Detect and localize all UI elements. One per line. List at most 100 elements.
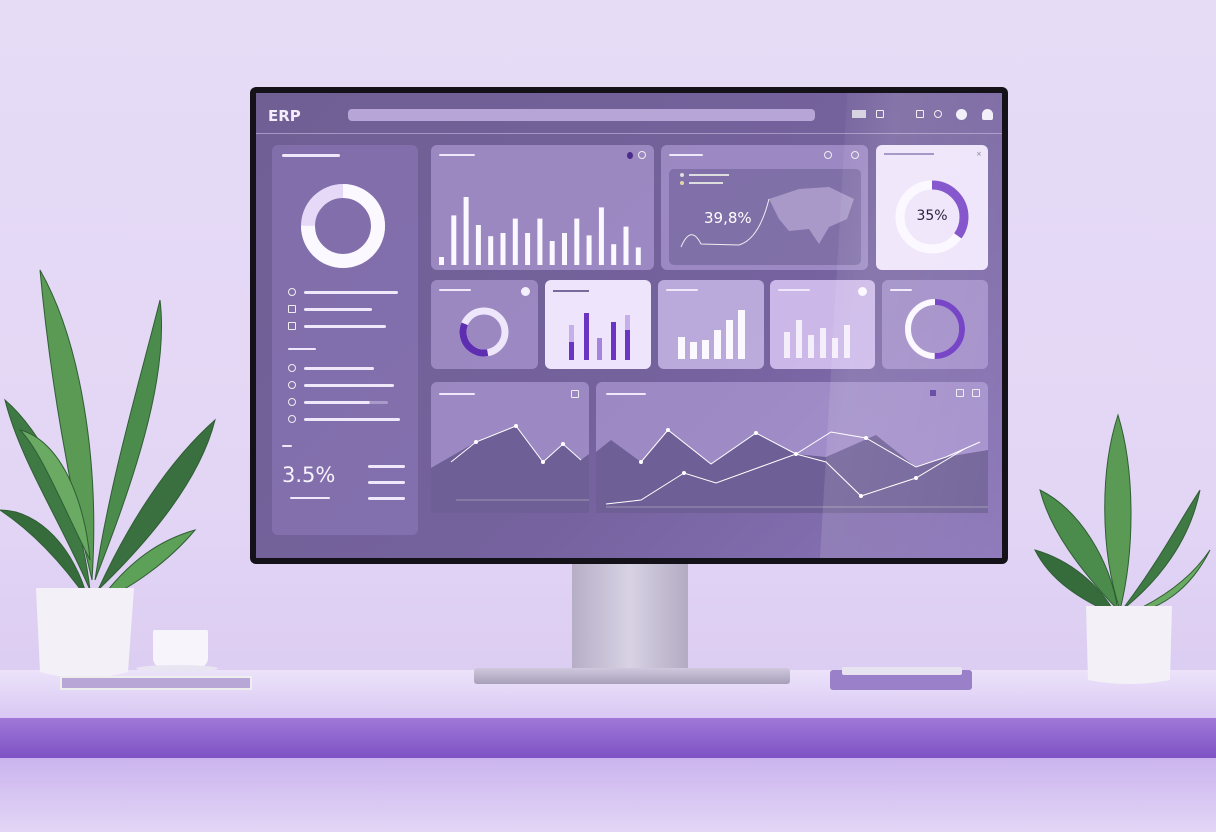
saucer bbox=[136, 665, 218, 672]
world-map-shape bbox=[769, 187, 854, 244]
bar bbox=[574, 218, 580, 265]
bar bbox=[512, 218, 518, 265]
bar bbox=[537, 218, 543, 265]
world-map-line-chart bbox=[680, 173, 854, 248]
chat-icon[interactable] bbox=[956, 389, 964, 397]
grouped-bar-chart bbox=[784, 320, 850, 358]
card-title bbox=[553, 290, 589, 292]
bar bbox=[635, 247, 641, 265]
lock-icon[interactable] bbox=[288, 381, 296, 389]
legend-icon[interactable] bbox=[930, 390, 936, 396]
trend-line bbox=[680, 198, 770, 248]
bar-chart-card bbox=[431, 145, 654, 270]
mini-donut-card bbox=[431, 280, 538, 369]
home-icon[interactable] bbox=[288, 288, 296, 296]
header-divider bbox=[256, 133, 1002, 134]
close-icon[interactable]: × bbox=[976, 150, 982, 158]
map-card: 39,8% bbox=[661, 145, 868, 270]
info-icon[interactable] bbox=[858, 287, 867, 296]
bar bbox=[598, 207, 604, 265]
kpi-value: 3.5% bbox=[282, 463, 336, 487]
bar bbox=[475, 225, 481, 265]
map-panel: 39,8% bbox=[669, 169, 861, 265]
monitor-stand-neck bbox=[572, 563, 688, 670]
bar bbox=[611, 244, 617, 265]
download-icon[interactable] bbox=[972, 389, 980, 397]
search-input[interactable] bbox=[348, 109, 815, 121]
area-chart-large bbox=[596, 428, 988, 513]
share-icon[interactable] bbox=[916, 110, 924, 118]
nav-item[interactable] bbox=[304, 291, 398, 294]
pot-right bbox=[1086, 606, 1172, 684]
stacked-bar-card bbox=[545, 280, 651, 369]
map-card-value: 39,8% bbox=[704, 209, 752, 227]
nav-section-heading bbox=[288, 348, 316, 350]
clock-icon[interactable] bbox=[288, 398, 296, 406]
bar bbox=[500, 233, 506, 265]
white-bar-card bbox=[658, 280, 764, 369]
bar-chart-small bbox=[678, 310, 745, 359]
sidebar-donut-segment bbox=[301, 184, 385, 268]
kpi-bar bbox=[368, 465, 405, 468]
bar bbox=[549, 241, 555, 265]
area-chart-small bbox=[431, 424, 589, 513]
stacked-bar-chart bbox=[569, 313, 630, 360]
monitor-stand-base bbox=[474, 668, 790, 684]
book bbox=[60, 676, 252, 690]
bar-chart bbox=[439, 197, 641, 265]
settings-icon[interactable] bbox=[638, 151, 646, 159]
document-icon[interactable] bbox=[288, 305, 296, 313]
notification-icon[interactable] bbox=[956, 109, 967, 120]
ring-chart bbox=[905, 299, 965, 359]
info-icon[interactable] bbox=[521, 287, 530, 296]
percentage-donut-card: × 35% bbox=[876, 145, 988, 270]
pot-left bbox=[36, 588, 134, 678]
card-title bbox=[666, 289, 698, 291]
bar bbox=[463, 197, 469, 265]
donut-chart bbox=[895, 180, 969, 254]
nav-item[interactable] bbox=[304, 308, 372, 311]
filter-icon[interactable] bbox=[934, 110, 942, 118]
plant-right bbox=[1034, 413, 1211, 684]
grouped-bar-card bbox=[770, 280, 875, 369]
kpi-bar bbox=[368, 481, 405, 484]
nav-item[interactable] bbox=[304, 418, 400, 421]
bar bbox=[451, 215, 457, 265]
bar bbox=[439, 257, 444, 265]
area-chart-card-large bbox=[596, 382, 988, 513]
bar bbox=[525, 233, 531, 265]
card-title bbox=[669, 154, 703, 156]
expand-icon[interactable] bbox=[851, 151, 859, 159]
user-avatar-icon[interactable] bbox=[982, 109, 993, 120]
bar bbox=[586, 235, 592, 265]
bar bbox=[562, 233, 567, 265]
nav-item[interactable] bbox=[304, 384, 394, 387]
nav-item[interactable] bbox=[304, 401, 388, 404]
plant-left bbox=[0, 269, 216, 678]
lock-icon[interactable] bbox=[571, 390, 579, 398]
area-chart-card-small bbox=[431, 382, 589, 513]
sidebar-donut bbox=[301, 184, 385, 268]
user-name-label bbox=[852, 110, 866, 118]
mini-donut bbox=[459, 307, 509, 357]
tablet-device bbox=[830, 670, 972, 690]
card-title bbox=[439, 289, 471, 291]
card-title bbox=[439, 154, 475, 156]
app-title: ERP bbox=[268, 107, 301, 125]
erp-dashboard-screen: ERP 3.5% bbox=[256, 93, 1002, 558]
refresh-icon[interactable] bbox=[824, 151, 832, 159]
kpi-label bbox=[282, 445, 292, 447]
book-icon[interactable] bbox=[288, 322, 296, 330]
shelf-under bbox=[0, 758, 1216, 832]
card-title bbox=[606, 393, 646, 395]
bar bbox=[623, 226, 629, 265]
sidebar-title bbox=[282, 154, 340, 157]
sidebar-panel: 3.5% bbox=[272, 145, 418, 535]
bar bbox=[488, 236, 494, 265]
chevron-icon[interactable] bbox=[876, 110, 884, 118]
help-icon[interactable] bbox=[288, 415, 296, 423]
nav-item[interactable] bbox=[304, 367, 374, 370]
settings-icon[interactable] bbox=[288, 364, 296, 372]
donut-card-value: 35% bbox=[916, 208, 948, 224]
nav-item[interactable] bbox=[304, 325, 386, 328]
